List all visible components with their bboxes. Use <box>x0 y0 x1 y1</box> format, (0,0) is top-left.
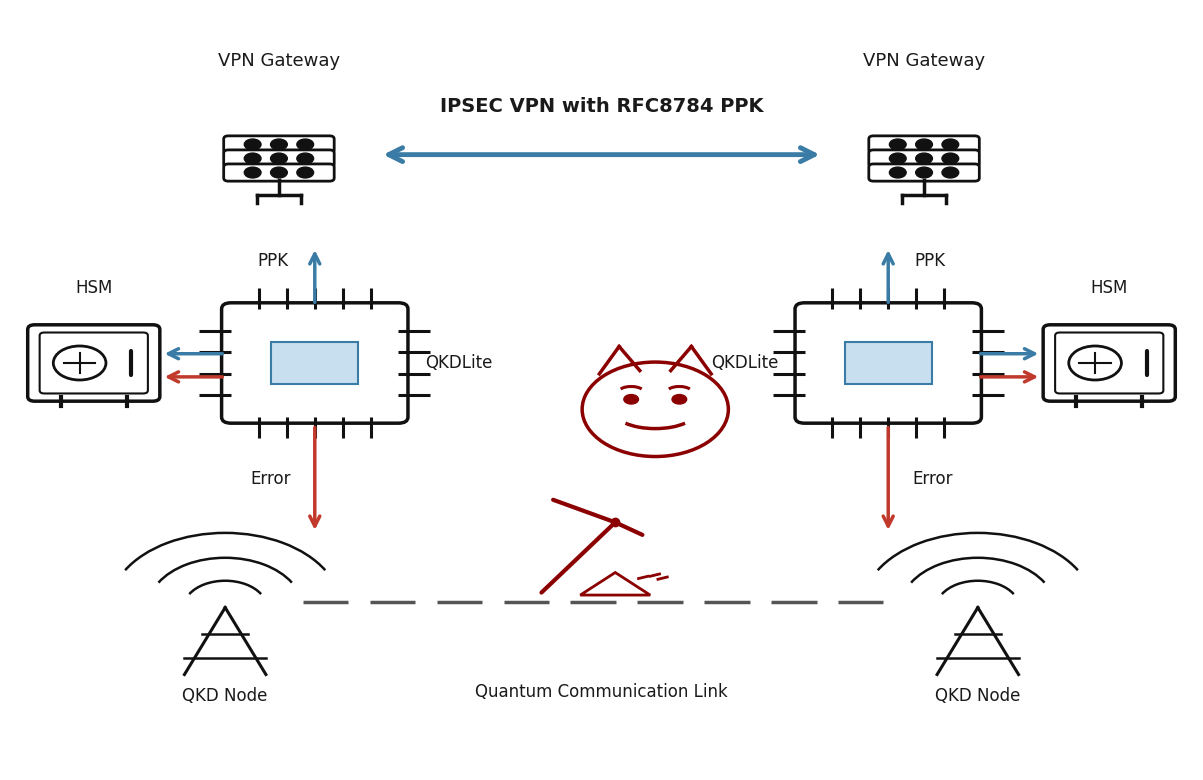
Circle shape <box>942 167 959 178</box>
Text: Error: Error <box>250 470 291 488</box>
Text: HSM: HSM <box>1091 279 1128 297</box>
FancyBboxPatch shape <box>224 164 334 181</box>
Circle shape <box>1068 346 1121 380</box>
Text: QKDLite: QKDLite <box>711 354 778 372</box>
Text: QKDLite: QKDLite <box>425 354 492 372</box>
Circle shape <box>942 139 959 150</box>
Circle shape <box>53 346 106 380</box>
Circle shape <box>297 139 314 150</box>
Circle shape <box>915 167 932 178</box>
Text: VPN Gateway: VPN Gateway <box>863 51 985 69</box>
Circle shape <box>297 153 314 164</box>
Text: HSM: HSM <box>75 279 112 297</box>
Circle shape <box>889 139 906 150</box>
Circle shape <box>889 153 906 164</box>
Circle shape <box>915 153 932 164</box>
Text: Error: Error <box>912 470 953 488</box>
Text: QKD Node: QKD Node <box>935 687 1020 705</box>
Circle shape <box>297 167 314 178</box>
Circle shape <box>942 153 959 164</box>
Circle shape <box>889 167 906 178</box>
Circle shape <box>271 167 288 178</box>
FancyBboxPatch shape <box>224 150 334 167</box>
Circle shape <box>271 139 288 150</box>
Text: IPSEC VPN with RFC8784 PPK: IPSEC VPN with RFC8784 PPK <box>440 97 763 116</box>
Circle shape <box>244 153 261 164</box>
Text: QKD Node: QKD Node <box>183 687 268 705</box>
Text: Quantum Communication Link: Quantum Communication Link <box>475 683 728 701</box>
Circle shape <box>271 153 288 164</box>
FancyBboxPatch shape <box>28 324 160 401</box>
FancyBboxPatch shape <box>869 150 979 167</box>
Polygon shape <box>580 573 650 595</box>
FancyBboxPatch shape <box>224 136 334 153</box>
Circle shape <box>244 139 261 150</box>
FancyBboxPatch shape <box>869 164 979 181</box>
FancyBboxPatch shape <box>869 136 979 153</box>
FancyBboxPatch shape <box>795 303 982 424</box>
Circle shape <box>915 139 932 150</box>
FancyBboxPatch shape <box>1055 332 1163 393</box>
Circle shape <box>624 395 639 404</box>
Circle shape <box>244 167 261 178</box>
Text: PPK: PPK <box>257 252 289 270</box>
Text: PPK: PPK <box>914 252 946 270</box>
FancyBboxPatch shape <box>1043 324 1175 401</box>
Bar <box>845 342 931 384</box>
Circle shape <box>582 362 728 456</box>
FancyBboxPatch shape <box>40 332 148 393</box>
Bar <box>272 342 358 384</box>
Text: VPN Gateway: VPN Gateway <box>218 51 340 69</box>
FancyBboxPatch shape <box>221 303 408 424</box>
Circle shape <box>672 395 687 404</box>
